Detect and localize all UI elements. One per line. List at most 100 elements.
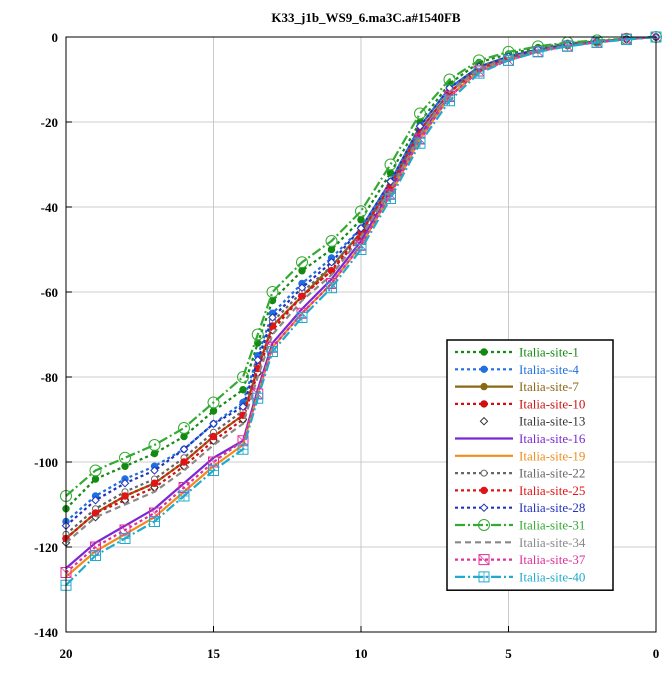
legend-label: Italia-site-40 <box>519 569 585 584</box>
legend-marker <box>480 348 488 356</box>
data-point <box>149 516 160 527</box>
data-point <box>444 95 455 107</box>
legend-label: Italia-site-34 <box>519 535 586 550</box>
legend: Italia-site-1 Italia-site-4 Italia-site-7 I… <box>446 339 614 591</box>
legend-marker <box>479 503 489 513</box>
data-point <box>327 245 336 254</box>
series-layer <box>60 31 662 591</box>
data-point <box>267 346 278 357</box>
data-point <box>119 533 131 544</box>
axes: 20 15 10 5 0 0 -20 -40 -60 -80 -100 -120 -140 <box>34 30 659 661</box>
legend-label: Italia-site-13 <box>519 414 585 429</box>
data-point <box>386 177 395 186</box>
data-point <box>209 407 218 415</box>
legend-box <box>446 339 614 591</box>
data-point <box>119 451 131 464</box>
data-point <box>414 107 426 120</box>
legend-marker <box>478 571 490 583</box>
legend-label: Italia-site-10 <box>519 396 585 411</box>
data-point <box>325 235 338 247</box>
series-line <box>65 35 657 497</box>
data-point <box>356 223 366 233</box>
data-point <box>179 444 189 454</box>
data-point <box>239 386 247 394</box>
data-point <box>503 54 514 66</box>
data-point <box>252 392 264 404</box>
data-point <box>532 46 544 58</box>
legend-entry: Italia-site-10 <box>455 396 585 411</box>
legend-label: Italia-site-16 <box>519 431 586 446</box>
data-point <box>209 432 218 441</box>
y-tick-label: -120 <box>34 540 58 555</box>
data-point <box>355 205 367 218</box>
data-point <box>150 479 159 487</box>
data-point <box>121 492 129 500</box>
legend-label: Italia-site-7 <box>519 379 579 394</box>
data-point <box>207 396 220 409</box>
y-tick-label: 0 <box>52 30 59 45</box>
data-point <box>237 443 249 455</box>
series-line <box>65 35 657 587</box>
data-point <box>237 371 249 383</box>
legend-entry: Italia-site-1 <box>455 345 579 360</box>
data-point <box>443 73 456 86</box>
data-point <box>266 286 279 298</box>
legend-label: Italia-site-31 <box>519 518 585 533</box>
data-point <box>415 121 425 131</box>
data-point <box>89 464 102 477</box>
legend-marker <box>480 469 488 477</box>
data-point <box>148 439 161 451</box>
data-point <box>91 495 100 505</box>
legend-marker <box>480 365 488 373</box>
legend-label: Italia-site-22 <box>519 466 585 481</box>
y-tick-label: -100 <box>34 455 58 470</box>
data-point <box>208 465 219 476</box>
legend-marker <box>480 382 488 391</box>
data-point <box>414 137 426 149</box>
legend-label: Italia-site-37 <box>519 552 586 567</box>
y-tick-label: -60 <box>41 285 58 300</box>
data-point <box>326 282 337 294</box>
legend-entry: Italia-site-22 <box>455 466 585 481</box>
legend-entry: Italia-site-19 <box>455 448 585 463</box>
data-point <box>178 490 190 502</box>
data-point <box>91 475 100 483</box>
legend-marker <box>478 519 490 531</box>
data-point <box>296 312 308 323</box>
data-point <box>298 267 306 275</box>
legend-marker <box>479 416 489 426</box>
legend-label: Italia-site-19 <box>519 448 585 463</box>
legend-entry: Italia-site-13 <box>479 414 585 429</box>
data-point <box>473 67 485 79</box>
data-point <box>209 419 218 429</box>
data-point <box>385 193 396 204</box>
data-point <box>251 328 264 341</box>
x-tick-label: 5 <box>505 646 512 661</box>
marker-square <box>478 554 490 566</box>
chart-title: K33_j1b_WS9_6.ma3C.a#1540FB <box>271 10 461 25</box>
legend-entry: Italia-site-25 <box>455 483 585 498</box>
legend-label: Italia-site-28 <box>519 500 585 515</box>
legend-entry: Italia-site-16 <box>455 431 586 446</box>
legend-entry: Italia-site-37 <box>455 552 586 567</box>
data-point <box>238 402 248 412</box>
data-point <box>121 462 129 470</box>
x-tick-label: 20 <box>60 646 73 661</box>
data-point <box>253 355 263 365</box>
legend-entry: Italia-site-31 <box>455 518 585 533</box>
data-point <box>91 509 100 517</box>
data-point <box>180 432 188 441</box>
data-point <box>120 478 130 488</box>
x-tick-label: 15 <box>207 646 221 661</box>
data-point <box>384 158 397 171</box>
y-tick-label: -140 <box>34 625 58 640</box>
series-line <box>65 35 657 574</box>
legend-marker <box>480 486 488 495</box>
legend-marker <box>480 400 488 408</box>
legend-entry: Italia-site-40 <box>455 569 585 584</box>
y-tick-label: -80 <box>41 370 58 385</box>
data-point <box>327 257 336 267</box>
data-point <box>298 292 306 300</box>
legend-entry: Italia-site-7 <box>455 379 579 394</box>
